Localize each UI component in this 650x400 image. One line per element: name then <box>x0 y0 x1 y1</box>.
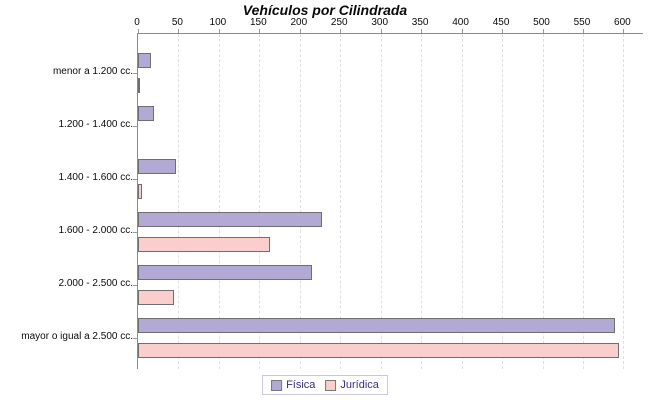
legend-item: Física <box>271 379 315 391</box>
x-axis-tick <box>218 29 220 33</box>
x-axis-tick-label: 550 <box>573 17 591 28</box>
x-axis-tick-label: 250 <box>330 17 348 28</box>
gridline <box>582 34 584 369</box>
bar-fisica <box>138 53 151 68</box>
gridline <box>623 34 625 369</box>
x-axis-tick-label: 500 <box>533 17 550 28</box>
x-axis-tick <box>178 29 180 33</box>
x-axis-tick-label: 600 <box>614 17 631 28</box>
bar-fisica <box>138 106 155 121</box>
x-axis-tick <box>582 29 584 33</box>
plot-area <box>133 29 643 369</box>
chart-title: Vehículos por Cilindrada <box>242 2 408 18</box>
y-axis-category-label: 2.000 - 2.500 cc. <box>58 278 134 289</box>
x-axis-tick <box>502 29 504 33</box>
bar-juridica <box>138 343 620 358</box>
gridline <box>542 34 544 369</box>
legend-swatch <box>271 379 283 391</box>
bar-juridica <box>138 184 143 199</box>
legend: Física Jurídica <box>262 375 388 395</box>
x-axis-tick-label: 350 <box>411 17 429 28</box>
x-axis-tick-label: 100 <box>209 17 227 28</box>
bar-fisica <box>138 265 312 280</box>
y-axis-category-label: 1.600 - 2.000 cc. <box>58 225 134 236</box>
y-axis-category-label: mayor o igual a 2.500 cc. <box>21 331 133 342</box>
x-axis-tick <box>259 29 261 33</box>
x-axis-tick-label: 300 <box>371 17 389 28</box>
bar-fisica <box>138 212 323 227</box>
y-axis-category-label: 1.400 - 1.600 cc. <box>58 172 134 183</box>
gridline <box>178 34 180 369</box>
y-axis-tick <box>133 285 137 286</box>
x-axis-tick <box>138 29 139 33</box>
y-axis-tick <box>133 338 137 339</box>
x-axis-tick <box>340 29 342 33</box>
y-axis-tick <box>133 126 137 127</box>
x-axis-tick-label: 450 <box>492 17 510 28</box>
gridline <box>299 34 301 369</box>
y-axis-tick <box>133 232 137 233</box>
bar-juridica <box>138 78 140 93</box>
x-axis-tick <box>623 29 625 33</box>
x-axis-tick <box>461 29 463 33</box>
bar-fisica <box>138 318 615 333</box>
gridline <box>461 34 463 369</box>
legend-swatch <box>325 379 337 391</box>
gridline <box>259 34 261 369</box>
x-axis-tick <box>380 29 382 33</box>
x-axis-tick-label: 150 <box>250 17 267 28</box>
legend-label: Física <box>286 379 316 391</box>
bar-fisica <box>138 159 177 174</box>
x-axis-tick-label: 200 <box>290 17 308 28</box>
x-axis-tick-label: 400 <box>452 17 469 28</box>
x-axis-tick <box>542 29 544 33</box>
x-axis-tick-label: 0 <box>134 17 140 28</box>
x-axis-tick <box>299 29 301 33</box>
x-axis-tick-label: 50 <box>171 17 183 28</box>
gridline <box>218 34 220 369</box>
y-axis-tick <box>133 73 137 74</box>
y-axis-category-label: menor a 1.200 cc. <box>52 66 133 77</box>
x-axis-tick <box>421 29 423 33</box>
gridline <box>502 34 504 369</box>
y-axis-category-label: 1.200 - 1.400 cc. <box>58 119 134 130</box>
bar-juridica <box>138 237 270 252</box>
gridline <box>340 34 342 369</box>
gridline <box>380 34 382 369</box>
gridline <box>421 34 423 369</box>
y-axis-tick <box>133 179 137 180</box>
legend-item: Jurídica <box>325 379 379 391</box>
bar-juridica <box>138 290 174 305</box>
legend-label: Jurídica <box>340 379 379 391</box>
